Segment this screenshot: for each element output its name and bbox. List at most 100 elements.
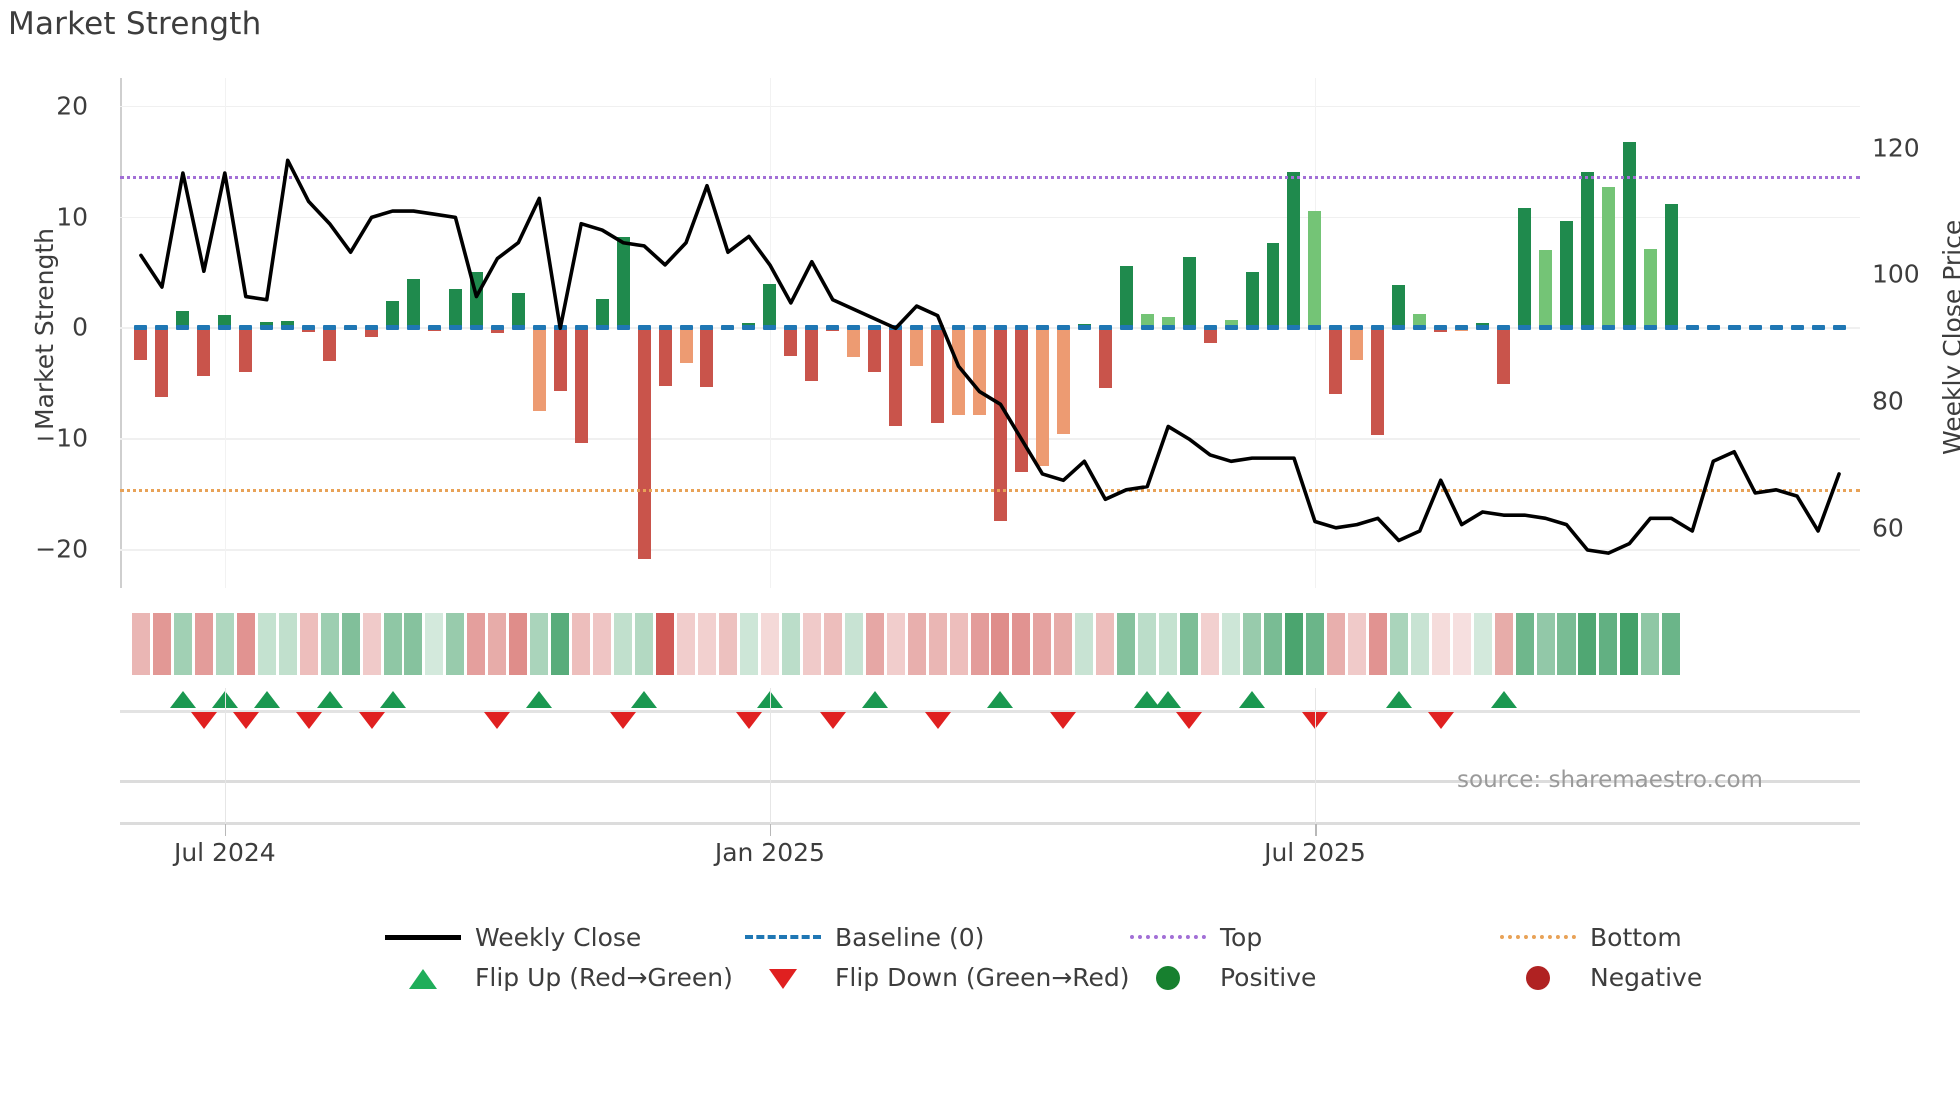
baseline-segment (679, 324, 693, 330)
heatmap-cell (802, 613, 821, 675)
legend-swatch (745, 966, 821, 989)
baseline-segment (993, 324, 1007, 330)
baseline-segment (1539, 324, 1553, 330)
baseline-segment (1392, 324, 1406, 330)
heatmap-cell (656, 613, 675, 675)
bar (679, 327, 693, 363)
heatmap-cell (1473, 613, 1492, 675)
heatmap-cell (236, 613, 255, 675)
flip-up-marker (316, 691, 343, 708)
heatmap-cell (278, 613, 297, 675)
gridline (120, 549, 1860, 551)
baseline-segment (427, 324, 441, 330)
heatmap-cell (1222, 613, 1241, 675)
bar (847, 327, 861, 358)
heatmap-cell (131, 613, 150, 675)
baseline-segment (1811, 324, 1825, 330)
heatmap-cell (781, 613, 800, 675)
flip-down-marker (924, 712, 951, 729)
heatmap-cell (1410, 613, 1429, 675)
bar (574, 327, 588, 443)
bar (490, 327, 504, 333)
baseline-segment (784, 324, 798, 330)
heatmap-cell (1075, 613, 1094, 675)
heatmap-cell (1431, 613, 1450, 675)
baseline-segment (1140, 324, 1154, 330)
heatmap-cell (1599, 613, 1618, 675)
legend-swatch (385, 926, 461, 948)
x-axis-guide (769, 688, 772, 824)
legend-item-positive[interactable]: Positive (1130, 960, 1316, 994)
heatmap-cell (1557, 613, 1576, 675)
baseline-segment (1560, 324, 1573, 330)
x-axis-tick-mark (769, 824, 772, 836)
line-swatch-icon (385, 935, 461, 940)
baseline-segment (658, 324, 672, 330)
baseline-segment (281, 324, 295, 330)
bar (1580, 172, 1594, 328)
x-axis-guide (224, 688, 227, 824)
baseline-segment (1455, 324, 1469, 330)
right-axis-label: Weekly Close Price (1938, 219, 1960, 455)
heatmap-cell (635, 613, 654, 675)
heatmap-cell (1662, 613, 1681, 675)
bar (1266, 243, 1280, 328)
baseline-segment (763, 324, 777, 330)
baseline-segment (134, 324, 148, 330)
flip-up-marker (1490, 691, 1517, 708)
bar (910, 327, 924, 367)
left-axis-tick-label: 10 (56, 202, 88, 232)
heatmap-cell (928, 613, 947, 675)
right-axis-tick-label: 120 (1872, 133, 1920, 163)
bar (281, 320, 295, 328)
baseline-segment (1245, 324, 1259, 330)
right-axis-tick-label: 60 (1872, 513, 1904, 543)
bar (1224, 319, 1238, 328)
baseline-segment (1182, 324, 1196, 330)
baseline-segment (1664, 324, 1678, 330)
heatmap-cell (383, 613, 402, 675)
baseline-segment (868, 324, 882, 330)
legend-item-bottom[interactable]: Bottom (1500, 920, 1682, 954)
baseline-segment (239, 324, 253, 330)
baseline-segment (176, 324, 190, 330)
heatmap-cell (194, 613, 213, 675)
heatmap-cell (299, 613, 318, 675)
heatmap-cell (1305, 613, 1324, 675)
bar (176, 310, 190, 328)
bar (218, 315, 232, 328)
legend-item-negative[interactable]: Negative (1500, 960, 1702, 994)
left-axis-tick-label: 0 (72, 312, 88, 342)
baseline-segment (448, 324, 462, 330)
baseline-segment (973, 324, 986, 330)
baseline-segment (700, 324, 714, 330)
heatmap-cell (1180, 613, 1199, 675)
bar (763, 284, 777, 328)
bar (1413, 314, 1427, 328)
bar (889, 327, 903, 427)
baseline-segment (574, 324, 588, 330)
baseline-segment (1161, 324, 1175, 330)
baseline-segment (910, 324, 924, 330)
baseline-segment (1329, 324, 1343, 330)
heatmap-cell (970, 613, 989, 675)
bar (1350, 327, 1364, 360)
bar (1245, 272, 1259, 328)
baseline-segment (302, 324, 316, 330)
heatmap-cell (718, 613, 737, 675)
legend-item-weekly-close[interactable]: Weekly Close (385, 920, 641, 954)
legend-label: Flip Up (Red→Green) (475, 962, 733, 992)
baseline-segment (1224, 324, 1238, 330)
flip-up-marker (1239, 691, 1266, 708)
heatmap-cell (1326, 613, 1345, 675)
legend-item-baseline[interactable]: Baseline (0) (745, 920, 984, 954)
bar (323, 327, 337, 361)
heatmap-cell (509, 613, 528, 675)
heatmap-cell (949, 613, 968, 675)
legend-item-flip-up[interactable]: Flip Up (Red→Green) (385, 960, 733, 994)
x-axis-tick-label: Jul 2024 (173, 838, 276, 867)
legend-item-flip-down[interactable]: Flip Down (Green→Red) (745, 960, 1130, 994)
legend-item-top[interactable]: Top (1130, 920, 1262, 954)
bar (197, 327, 211, 377)
heatmap-cell (1494, 613, 1513, 675)
